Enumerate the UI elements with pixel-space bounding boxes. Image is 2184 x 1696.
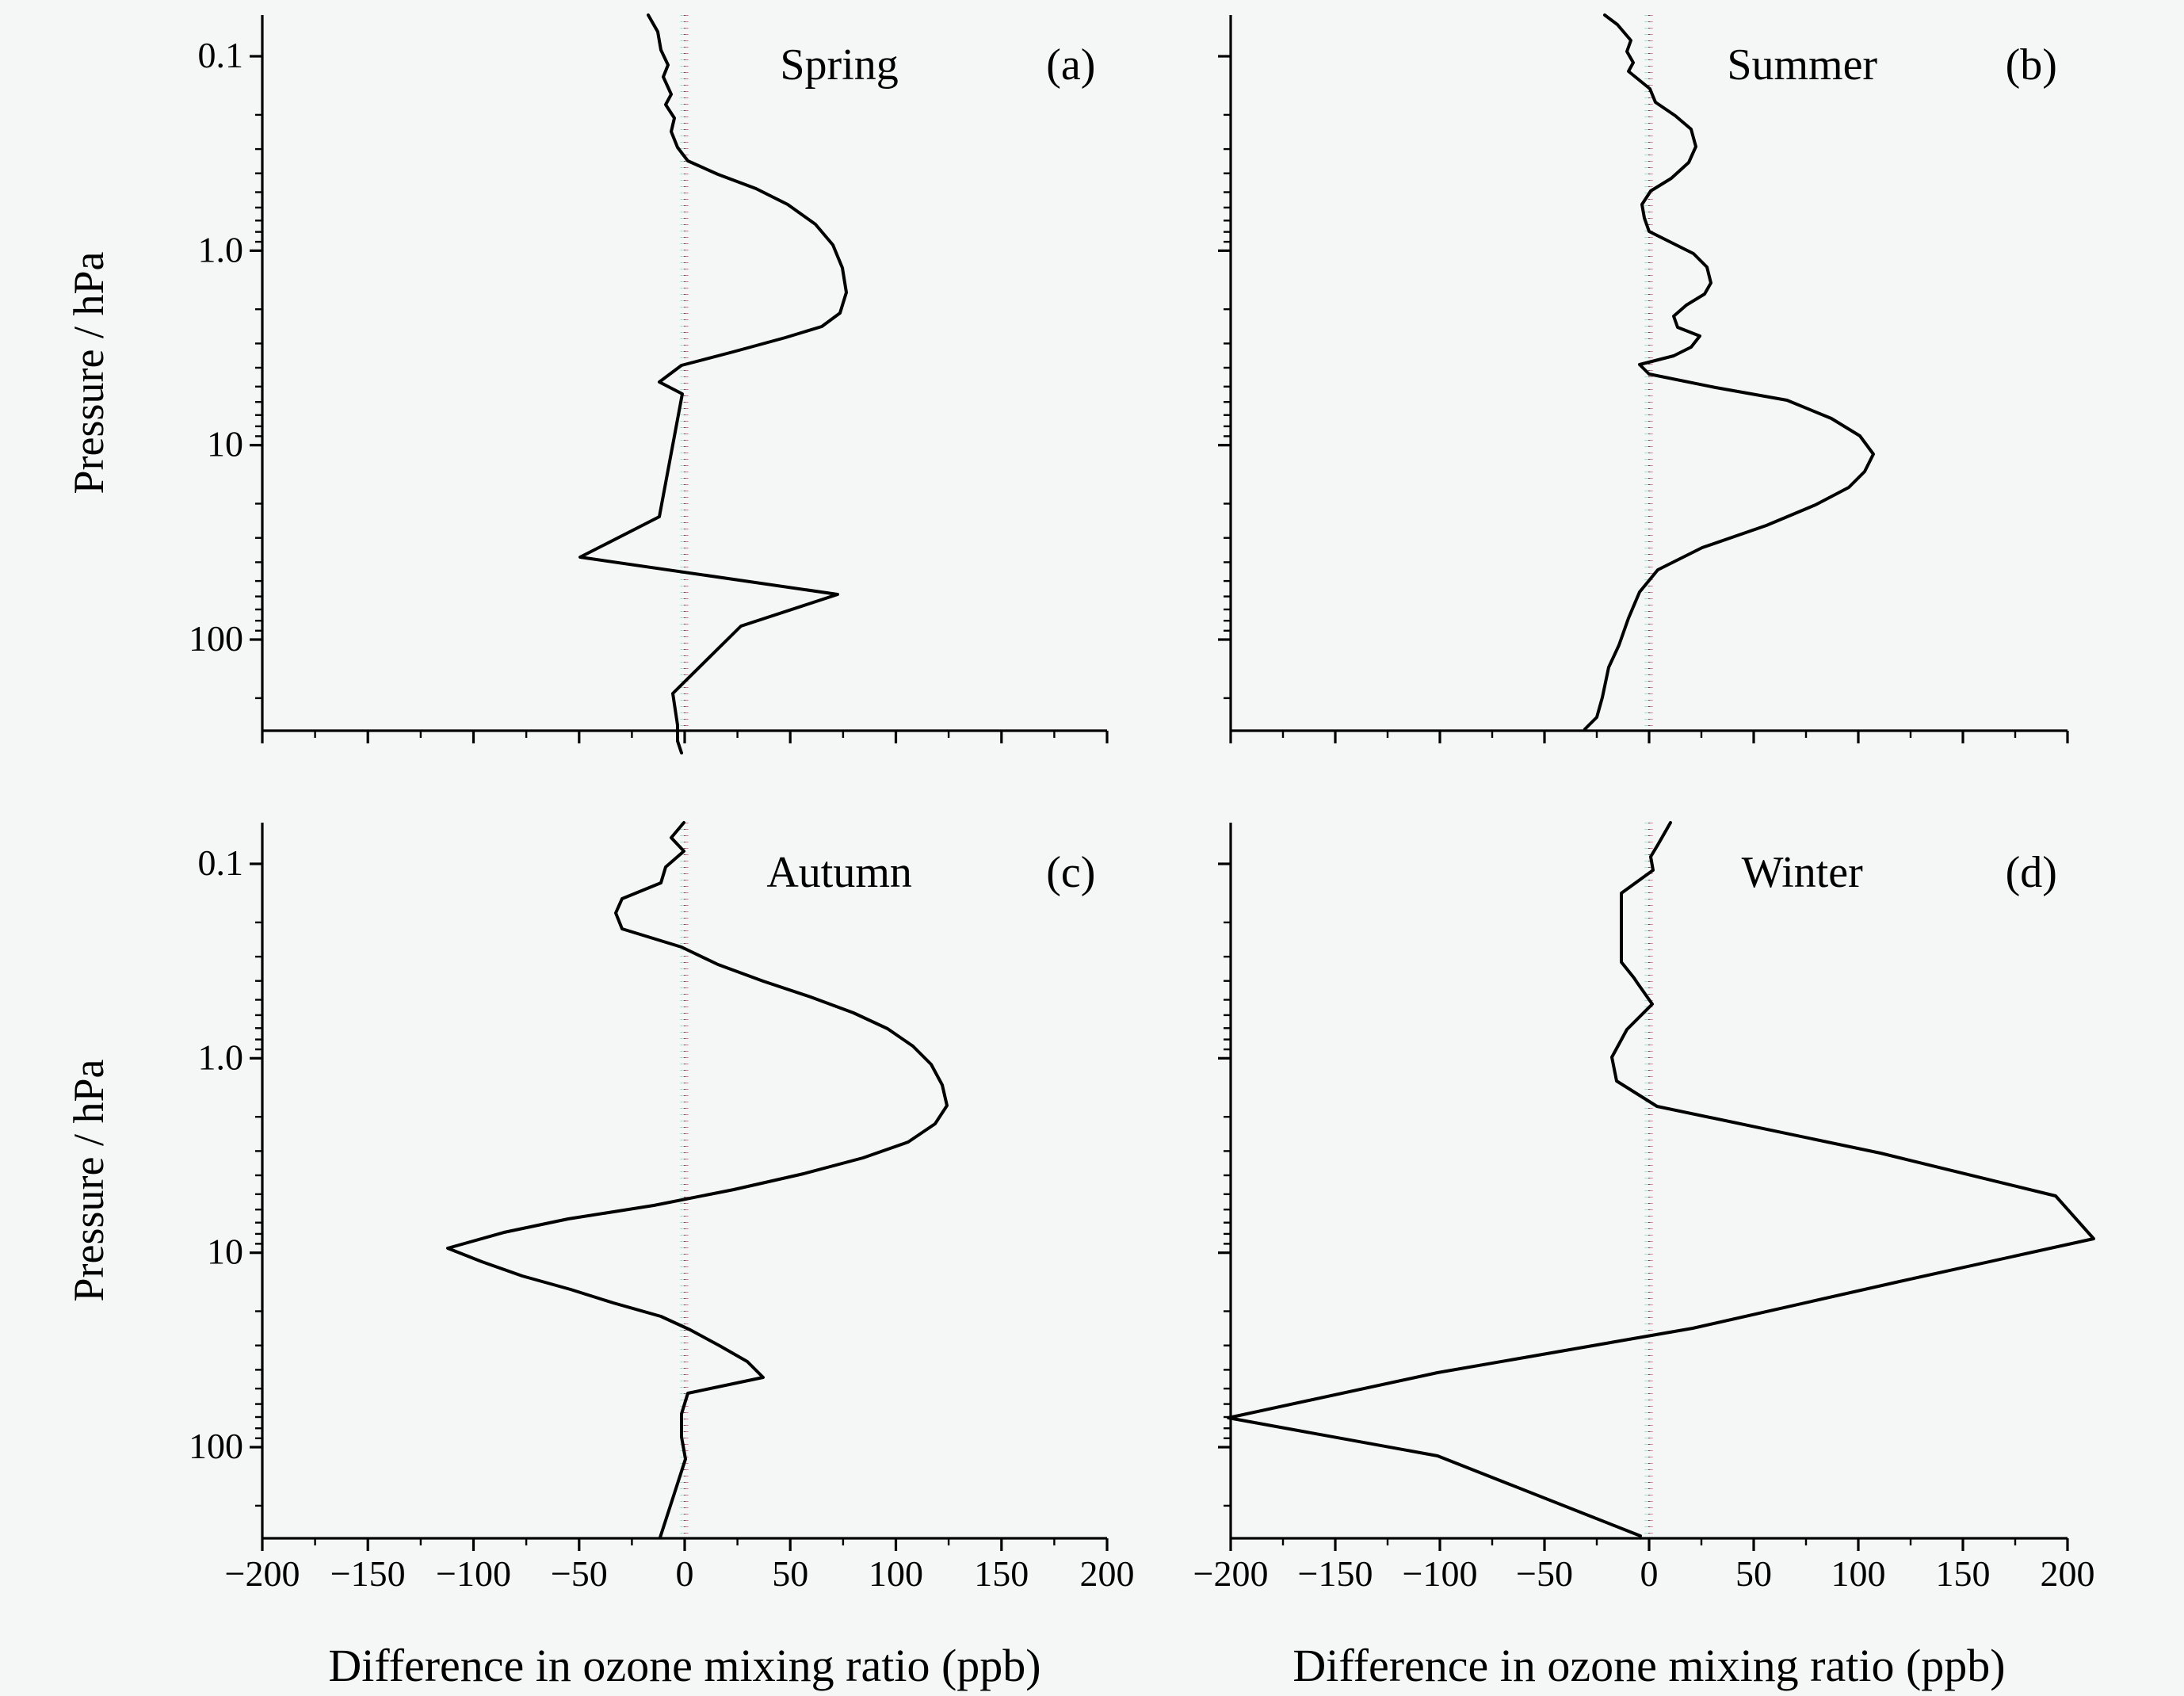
svg-text:−50: −50: [1516, 1553, 1573, 1594]
svg-text:1.0: 1.0: [198, 229, 244, 269]
svg-text:(c): (c): [1046, 848, 1095, 897]
svg-text:−100: −100: [1403, 1553, 1478, 1594]
svg-text:0: 0: [1640, 1553, 1659, 1594]
svg-text:−200: −200: [1193, 1553, 1269, 1594]
svg-text:100: 100: [189, 1426, 243, 1466]
svg-text:200: 200: [2041, 1553, 2095, 1594]
svg-text:Spring: Spring: [780, 40, 898, 90]
svg-text:200: 200: [1080, 1553, 1135, 1594]
svg-text:Autumn: Autumn: [766, 848, 912, 897]
svg-text:Difference in ozone mixing rat: Difference in ozone mixing ratio (ppb): [328, 1640, 1040, 1691]
svg-text:150: 150: [1936, 1553, 1991, 1594]
svg-text:(d): (d): [2006, 848, 2057, 897]
svg-text:50: 50: [1735, 1553, 1772, 1594]
svg-text:(a): (a): [1046, 40, 1095, 90]
svg-text:−150: −150: [1298, 1553, 1373, 1594]
svg-text:Difference in ozone mixing rat: Difference in ozone mixing ratio (ppb): [1292, 1640, 2005, 1691]
svg-text:−50: −50: [551, 1553, 608, 1594]
svg-text:−200: −200: [225, 1553, 300, 1594]
svg-text:Summer: Summer: [1727, 40, 1877, 90]
svg-text:100: 100: [869, 1553, 923, 1594]
svg-text:0.1: 0.1: [198, 842, 244, 883]
svg-text:100: 100: [1831, 1553, 1886, 1594]
svg-text:Pressure / hPa: Pressure / hPa: [65, 251, 113, 494]
svg-text:10: 10: [207, 424, 243, 464]
svg-text:(b): (b): [2006, 40, 2057, 90]
svg-text:−150: −150: [330, 1553, 406, 1594]
svg-text:−100: −100: [436, 1553, 511, 1594]
svg-text:Pressure / hPa: Pressure / hPa: [65, 1059, 113, 1301]
svg-text:0.1: 0.1: [198, 35, 244, 75]
svg-text:10: 10: [207, 1232, 243, 1272]
svg-text:Winter: Winter: [1742, 848, 1864, 897]
svg-text:50: 50: [772, 1553, 808, 1594]
svg-text:0: 0: [676, 1553, 694, 1594]
svg-text:150: 150: [974, 1553, 1029, 1594]
svg-text:100: 100: [189, 618, 243, 659]
svg-text:1.0: 1.0: [198, 1037, 244, 1077]
